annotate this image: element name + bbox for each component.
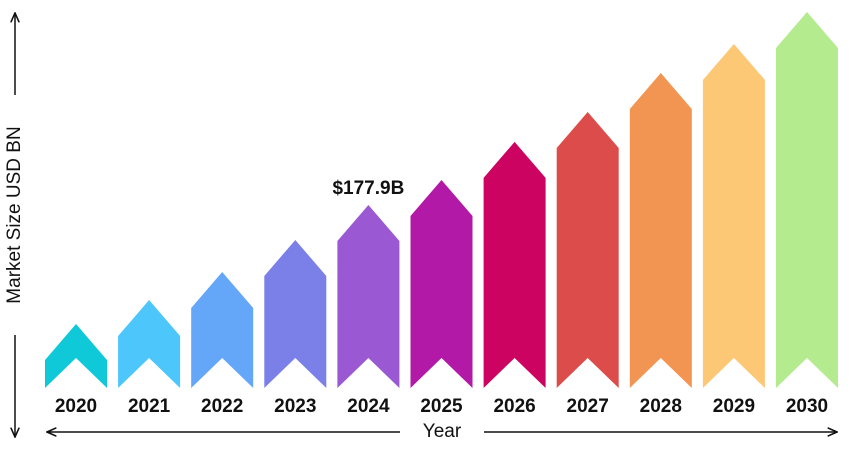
x-tick-label: 2021 <box>128 396 171 417</box>
arrow-bar <box>45 324 107 388</box>
arrow-bar <box>191 271 254 388</box>
x-axis-label: Year <box>423 421 462 442</box>
arrow-bar <box>337 204 400 388</box>
x-tick-label: 2026 <box>493 396 535 417</box>
arrow-bar <box>629 73 692 389</box>
arrow-bar <box>702 43 765 388</box>
arrow-bar <box>556 111 619 388</box>
arrow-bar <box>776 12 838 388</box>
x-tick-label: 2029 <box>713 396 755 417</box>
x-tick-label: 2025 <box>420 396 463 417</box>
value-label: $177.9B <box>332 178 404 199</box>
arrow-bar <box>264 239 327 388</box>
y-axis-label: Market Size USD BN <box>4 126 25 303</box>
x-tick-label: 2028 <box>640 396 682 417</box>
x-tick-label: 2020 <box>55 396 97 417</box>
arrow-bar <box>118 300 181 388</box>
x-tick-label: 2023 <box>274 396 316 417</box>
x-tick-label: 2027 <box>567 396 609 417</box>
x-tick-label: 2022 <box>201 396 243 417</box>
arrow-bar <box>483 141 546 388</box>
x-tick-label: 2030 <box>786 396 828 417</box>
x-tick-label: 2024 <box>347 396 390 417</box>
arrow-bar <box>410 179 473 388</box>
